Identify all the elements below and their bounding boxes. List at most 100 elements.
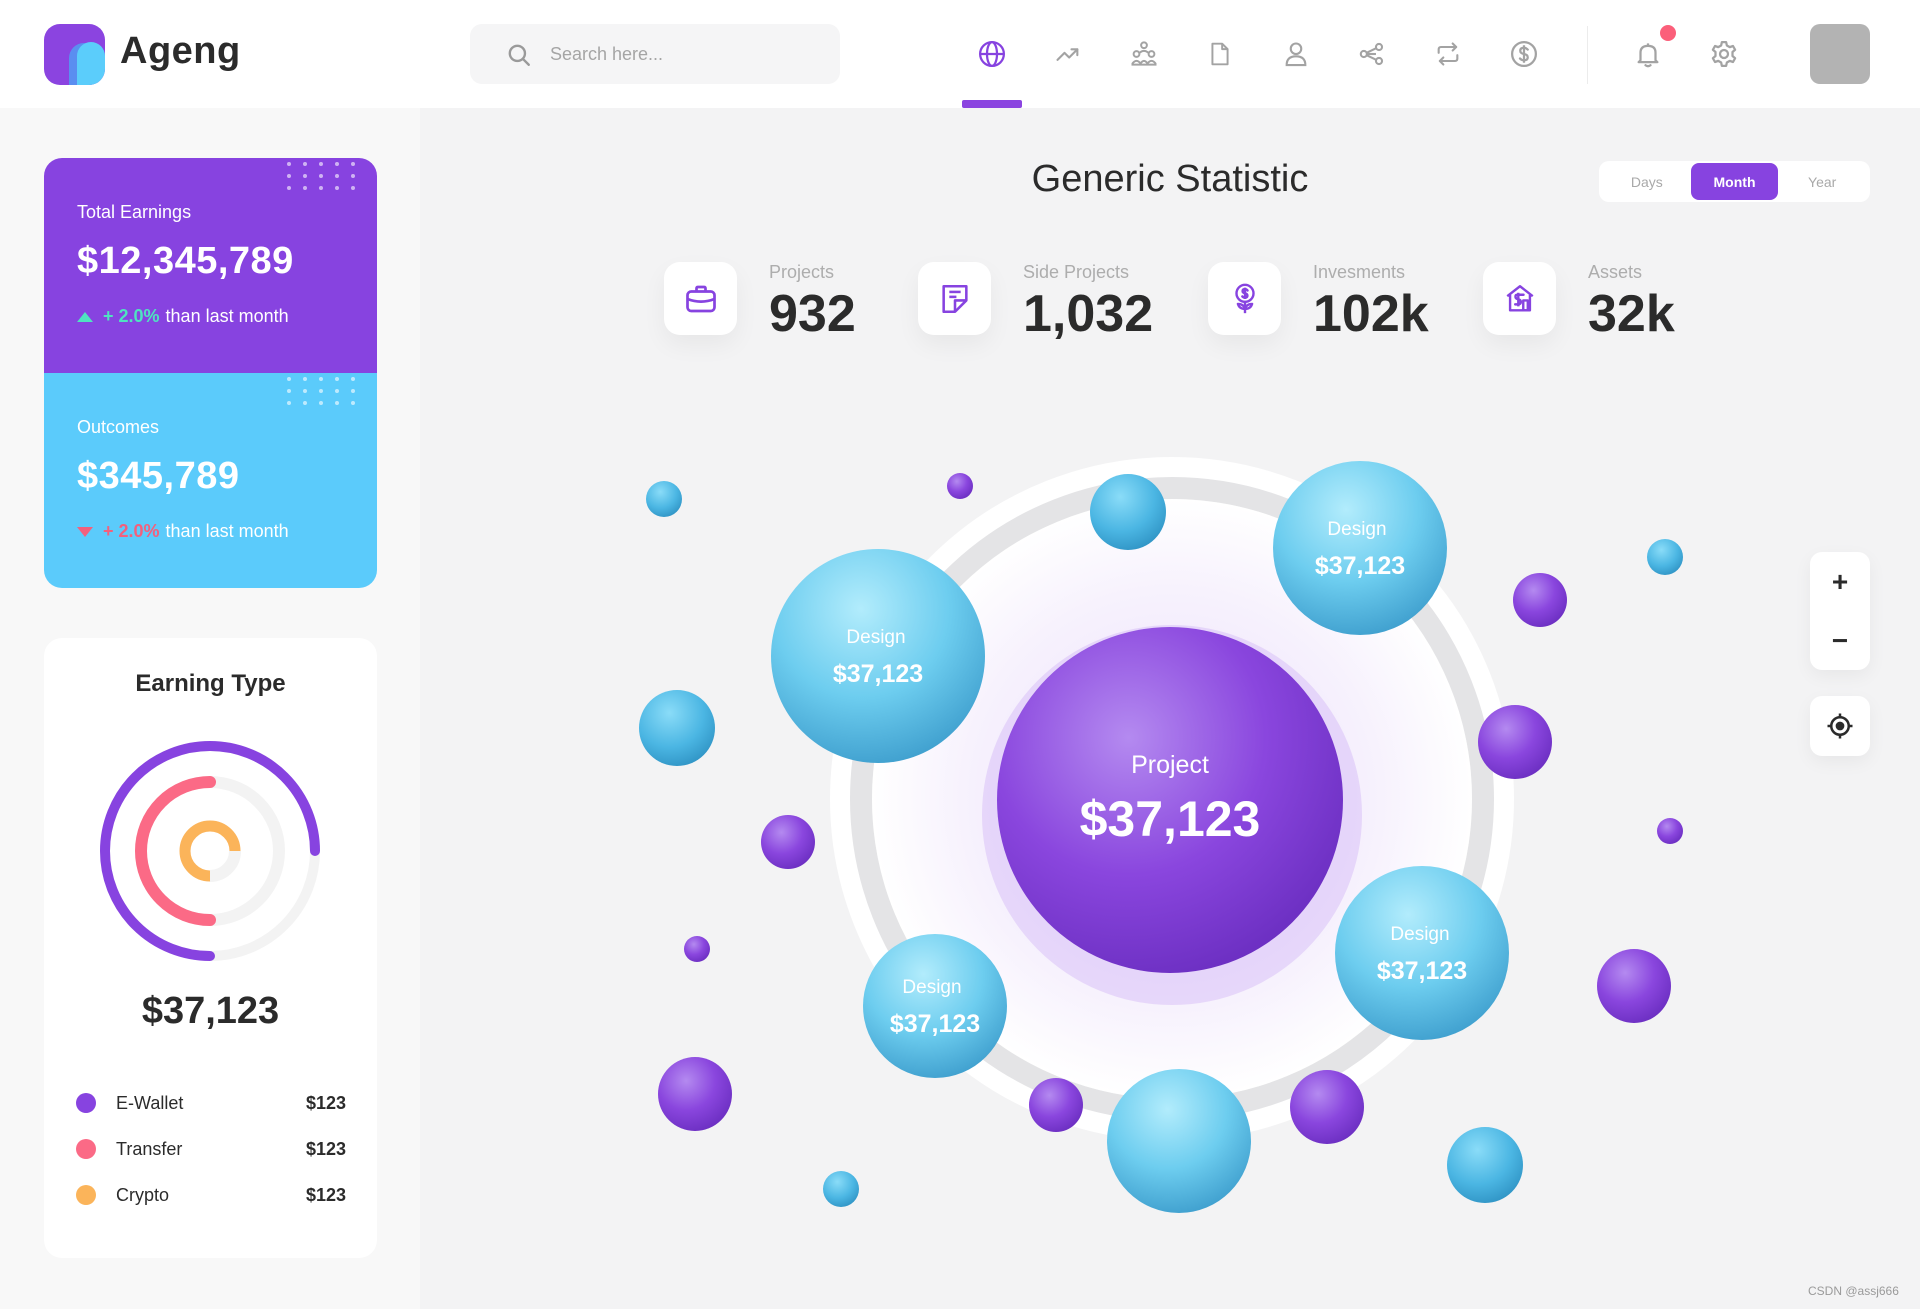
bubble-value: $37,123 xyxy=(1377,957,1467,985)
bubble-value: $37,123 xyxy=(833,660,923,688)
bubble-small xyxy=(1513,573,1567,627)
notifications-bell-icon[interactable] xyxy=(1626,34,1670,74)
total-earnings-card[interactable]: Total Earnings $12,345,789 + 2.0% than l… xyxy=(44,158,377,373)
outcomes-change-percent: + 2.0% xyxy=(103,521,160,541)
stat-label: Projects xyxy=(769,262,835,282)
earnings-value: $12,345,789 xyxy=(77,240,294,282)
bubble-label: Design xyxy=(902,977,961,998)
outcomes-card[interactable]: Outcomes $345,789 + 2.0% than last month xyxy=(44,373,377,588)
earning-type-card: Earning Type $37,123 E-Wallet $123 Trans… xyxy=(44,638,377,1258)
locate-button[interactable] xyxy=(1810,696,1870,756)
outcomes-value: $345,789 xyxy=(77,455,240,497)
ewallet-ring xyxy=(100,741,320,961)
nav-trending-icon[interactable] xyxy=(1046,34,1090,74)
notification-badge xyxy=(1660,25,1676,41)
bubble-small xyxy=(1447,1127,1523,1203)
search-input[interactable] xyxy=(550,39,810,69)
search-icon xyxy=(508,44,530,66)
bubble-value: $37,123 xyxy=(1315,552,1405,580)
legend-name: Transfer xyxy=(116,1138,183,1159)
legend-value: $123 xyxy=(305,1092,346,1113)
trend-down-icon xyxy=(77,526,93,537)
zoom-control: + − xyxy=(1810,552,1870,670)
bubble-design-4 xyxy=(863,934,1007,1078)
stat-value: 932 xyxy=(769,285,856,343)
bubble-design-3 xyxy=(1335,866,1509,1040)
nav-globe-icon[interactable] xyxy=(970,34,1014,74)
decorative-dots xyxy=(287,162,357,190)
settings-gear-icon[interactable] xyxy=(1702,34,1746,74)
legend-item-ewallet: E-Wallet $123 xyxy=(76,1088,346,1118)
stat-label: Invesments xyxy=(1313,262,1406,282)
bubble-small xyxy=(761,815,815,869)
period-month-button[interactable]: Month xyxy=(1690,163,1779,200)
earning-type-ring-chart xyxy=(100,741,320,961)
user-avatar[interactable] xyxy=(1810,24,1870,84)
bubble-small xyxy=(658,1057,732,1131)
nav-repeat-icon[interactable] xyxy=(1426,34,1470,74)
nav-share-icon[interactable] xyxy=(1350,34,1394,74)
outcomes-change-suffix: than last month xyxy=(165,521,289,541)
bubble-small xyxy=(1597,949,1671,1023)
page-title: Generic Statistic xyxy=(1031,158,1309,200)
period-toggle: Days Month Year xyxy=(1599,161,1870,202)
stat-value: 102k xyxy=(1313,285,1429,343)
watermark: CSDN @assj666 xyxy=(1808,1284,1899,1298)
legend-item-crypto: Crypto $123 xyxy=(76,1180,346,1210)
decorative-dots xyxy=(287,377,357,405)
bubble-project-center xyxy=(997,627,1343,973)
note-icon xyxy=(918,262,991,335)
bubble-label: Design xyxy=(1390,924,1449,945)
bubble-small xyxy=(684,936,710,962)
bubble-design-1 xyxy=(771,549,985,763)
period-year-button[interactable]: Year xyxy=(1808,173,1837,190)
stat-label: Assets xyxy=(1588,262,1643,282)
nav-dollar-icon[interactable] xyxy=(1502,34,1546,74)
briefcase-icon xyxy=(664,262,737,335)
bubble-small xyxy=(947,473,973,499)
bubble-label: Design xyxy=(1327,519,1386,540)
legend-name: E-Wallet xyxy=(116,1092,184,1113)
bubble-design-2 xyxy=(1273,461,1447,635)
bubble-small xyxy=(823,1171,859,1207)
stat-value: 32k xyxy=(1588,285,1675,343)
outcomes-label: Outcomes xyxy=(77,417,160,437)
legend-name: Crypto xyxy=(116,1184,170,1205)
bubble-small xyxy=(1029,1078,1083,1132)
stat-value: 1,032 xyxy=(1023,285,1154,343)
trend-up-icon xyxy=(77,311,93,322)
nav-active-indicator xyxy=(962,100,1022,108)
money-plant-icon xyxy=(1208,262,1281,335)
bubble-small xyxy=(1090,474,1166,550)
earnings-change: + 2.0% than last month xyxy=(77,306,289,327)
earnings-label: Total Earnings xyxy=(77,202,192,222)
earning-type-total: $37,123 xyxy=(141,990,280,1032)
search-box[interactable] xyxy=(470,24,840,84)
legend-value: $123 xyxy=(305,1184,346,1205)
bubble-label: Design xyxy=(846,627,905,648)
app-logo[interactable] xyxy=(44,24,105,85)
stat-label: Side Projects xyxy=(1023,262,1130,282)
legend-dot xyxy=(76,1185,96,1205)
app-name: Ageng xyxy=(120,30,241,72)
bubble-small xyxy=(1647,539,1683,575)
nav-user-icon[interactable] xyxy=(1274,34,1318,74)
transfer-ring xyxy=(135,776,216,926)
earnings-change-suffix: than last month xyxy=(165,306,289,326)
crosshair-icon xyxy=(1827,713,1853,739)
period-days-button[interactable]: Days xyxy=(1630,173,1663,190)
bubble-small xyxy=(646,481,682,517)
legend-dot xyxy=(76,1139,96,1159)
center-bubble-value: $37,123 xyxy=(1080,791,1261,847)
legend-value: $123 xyxy=(305,1138,346,1159)
bubble-value: $37,123 xyxy=(890,1010,980,1038)
legend-item-transfer: Transfer $123 xyxy=(76,1134,346,1164)
zoom-in-button[interactable]: + xyxy=(1831,565,1849,597)
nav-document-icon[interactable] xyxy=(1198,34,1242,74)
bubble-small xyxy=(1290,1070,1364,1144)
nav-team-icon[interactable] xyxy=(1122,34,1166,74)
zoom-out-button[interactable]: − xyxy=(1831,624,1849,656)
earnings-change-percent: + 2.0% xyxy=(103,306,160,326)
top-bar: Ageng xyxy=(0,0,1920,108)
